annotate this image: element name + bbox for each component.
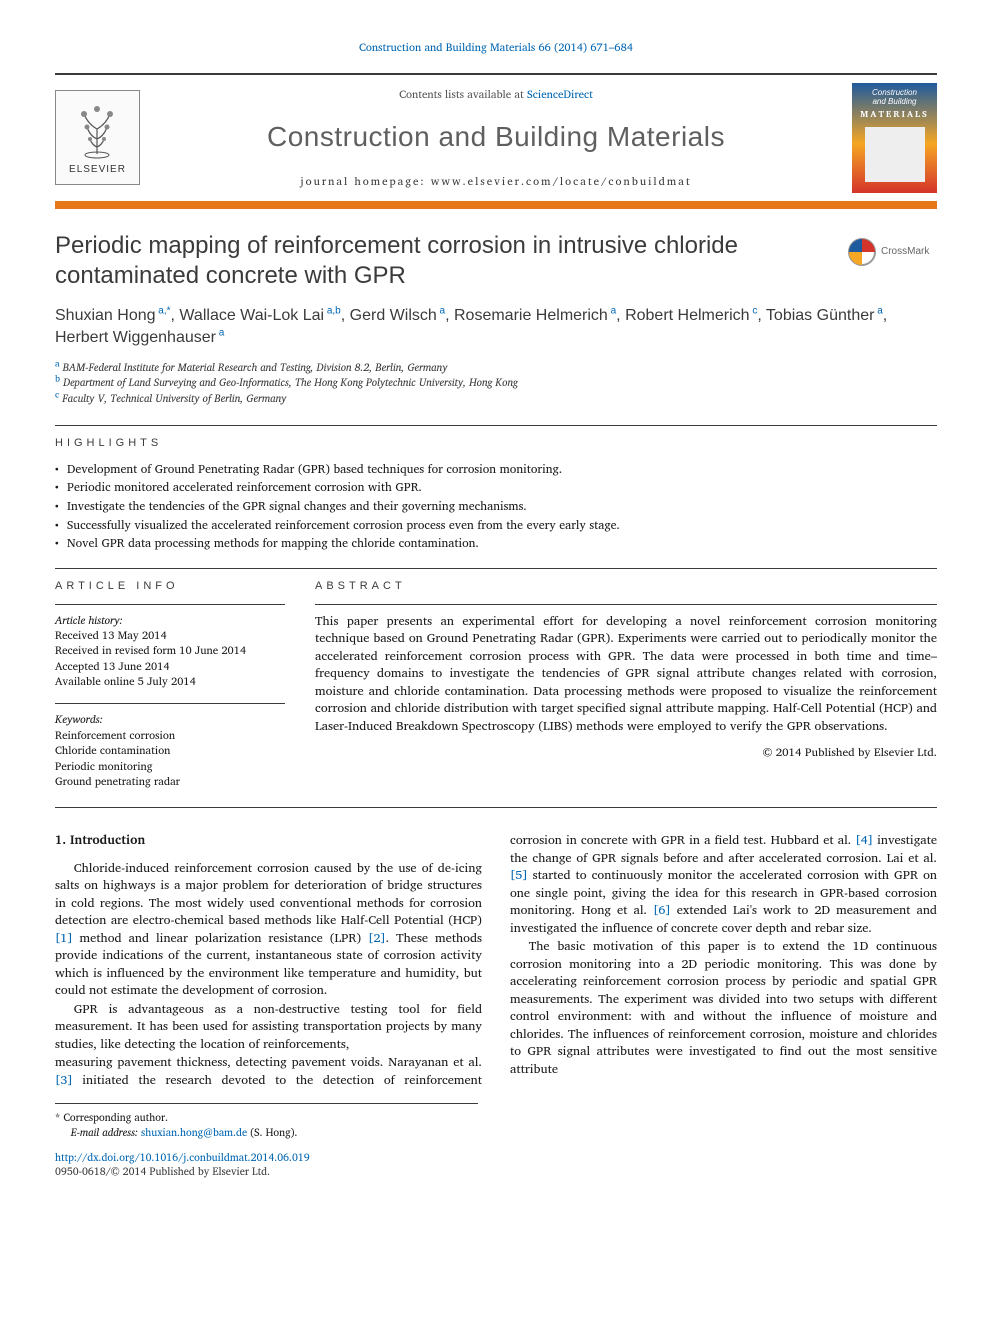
highlight-item: Successfully visualized the accelerated …	[55, 517, 937, 536]
abstract-text: This paper presents an experimental effo…	[315, 613, 937, 736]
rule	[55, 568, 937, 569]
rule	[55, 703, 285, 704]
rule	[55, 807, 937, 808]
elsevier-logo: ELSEVIER	[55, 90, 140, 185]
crossmark-label: CrossMark	[881, 245, 929, 259]
highlight-item: Periodic monitored accelerated reinforce…	[55, 479, 937, 498]
email-link[interactable]: shuxian.hong@bam.de	[141, 1123, 247, 1141]
homepage-url[interactable]: www.elsevier.com/locate/conbuildmat	[431, 172, 692, 190]
history-item: Available online 5 July 2014	[55, 674, 285, 689]
contents-line: Contents lists available at ScienceDirec…	[155, 87, 837, 102]
article-title: Periodic mapping of reinforcement corros…	[55, 231, 805, 291]
elsevier-tree-icon	[70, 99, 125, 159]
crossmark-badge[interactable]: CrossMark	[847, 231, 937, 273]
highlight-item: Novel GPR data processing methods for ma…	[55, 535, 937, 554]
keywords: Keywords: Reinforcement corrosionChlorid…	[55, 712, 285, 789]
elsevier-text: ELSEVIER	[69, 163, 126, 177]
section-1-heading: 1. Introduction	[55, 832, 482, 850]
footnote-block: * Corresponding author. E-mail address: …	[55, 1103, 478, 1139]
abstract-label: ABSTRACT	[315, 579, 937, 594]
journal-homepage: journal homepage: www.elsevier.com/locat…	[155, 174, 837, 189]
rule	[55, 604, 285, 605]
rule	[55, 425, 937, 426]
highlight-item: Investigate the tendencies of the GPR si…	[55, 498, 937, 517]
authors: Shuxian Hong a,*, Wallace Wai-Lok Lai a,…	[55, 305, 937, 350]
sciencedirect-link[interactable]: ScienceDirect	[527, 85, 593, 103]
email-paren: (S. Hong).	[247, 1123, 297, 1141]
header-citation: Construction and Building Materials 66 (…	[55, 40, 937, 55]
body-text: 1. Introduction Chloride-induced reinfor…	[55, 832, 937, 1089]
highlight-item: Development of Ground Penetrating Radar …	[55, 461, 937, 480]
email-label: E-mail address:	[71, 1123, 141, 1141]
journal-name: Construction and Building Materials	[155, 118, 837, 156]
affiliations: a BAM-Federal Institute for Material Res…	[55, 360, 937, 407]
orange-divider	[55, 201, 937, 209]
keyword-item: Ground penetrating radar	[55, 774, 285, 789]
highlights-label: HIGHLIGHTS	[55, 436, 937, 451]
journal-cover-thumbnail: Constructionand Building MATERIALS	[852, 83, 937, 193]
article-history: Article history: Received 13 May 2014Rec…	[55, 613, 285, 690]
masthead: ELSEVIER Contents lists available at Sci…	[55, 73, 937, 209]
highlights-list: Development of Ground Penetrating Radar …	[55, 461, 937, 554]
ref-3-link[interactable]: [3]	[55, 1070, 73, 1090]
abstract-copyright: © 2014 Published by Elsevier Ltd.	[315, 745, 937, 761]
issn-copyright: 0950-0618/© 2014 Published by Elsevier L…	[55, 1164, 937, 1178]
rule	[315, 604, 937, 605]
article-info-label: ARTICLE INFO	[55, 579, 285, 594]
crossmark-icon	[847, 237, 877, 267]
